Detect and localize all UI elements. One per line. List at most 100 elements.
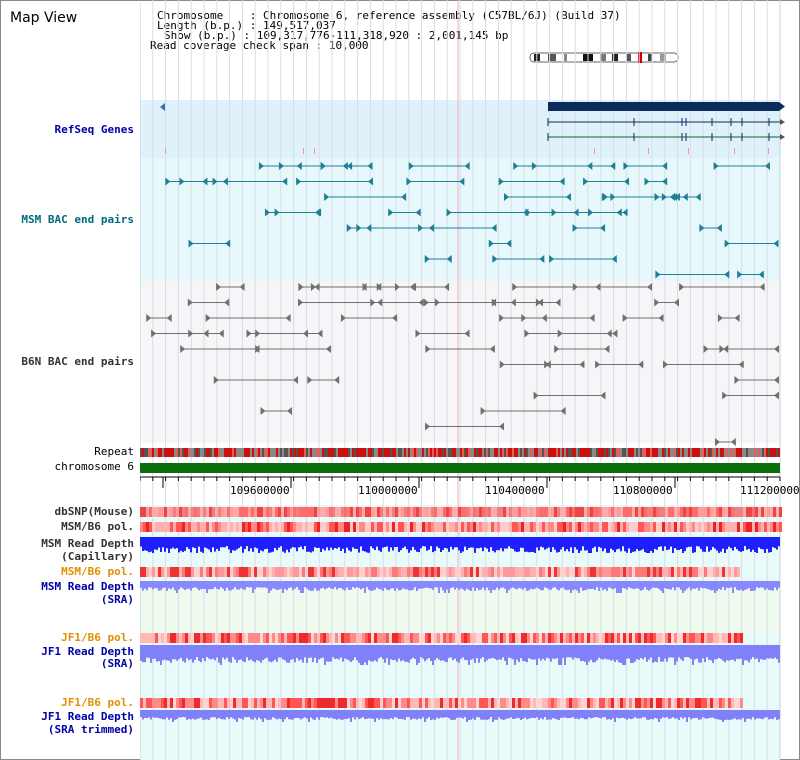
- pol-cell: [314, 522, 317, 532]
- pol-cell: [254, 633, 257, 643]
- depth-bar: [500, 581, 502, 588]
- depth-bar: [480, 645, 482, 659]
- pol-cell: [443, 567, 446, 577]
- pol-cell: [677, 698, 680, 708]
- depth-bar: [444, 537, 446, 548]
- depth-bar: [236, 645, 238, 663]
- depth-bar: [388, 537, 390, 552]
- repeat-cell: [654, 448, 656, 457]
- pol-cell: [512, 698, 515, 708]
- depth-bar: [522, 537, 524, 548]
- depth-bar: [616, 581, 618, 593]
- pol-cell: [536, 567, 539, 577]
- depth-bar: [164, 581, 166, 588]
- depth-bar: [328, 581, 330, 588]
- depth-bar: [730, 581, 732, 588]
- bac-end-marker: [724, 270, 730, 279]
- depth-bar: [394, 537, 396, 548]
- pol-cell: [539, 633, 542, 643]
- depth-bar: [260, 645, 262, 663]
- depth-bar: [700, 537, 702, 550]
- repeat-cell: [156, 448, 158, 457]
- pol-cell: [329, 633, 332, 643]
- repeat-cell: [546, 448, 548, 457]
- pol-cell: [221, 522, 224, 532]
- pol-cell: [194, 507, 197, 517]
- depth-bar: [320, 537, 322, 553]
- repeat-cell: [458, 448, 460, 457]
- depth-bar: [366, 581, 368, 588]
- depth-bar: [376, 537, 378, 547]
- depth-bar: [184, 537, 186, 551]
- position-axis: 109600000 110000000 110400000 110800000 …: [140, 476, 800, 497]
- pol-cell: [497, 633, 500, 643]
- pol-cell: [680, 698, 683, 708]
- pol-cell: [224, 522, 227, 532]
- depth-bar: [520, 645, 522, 659]
- pol-cell: [734, 507, 737, 517]
- depth-bar: [424, 581, 426, 589]
- depth-bar: [582, 581, 584, 591]
- depth-bar: [168, 710, 170, 720]
- depth-bar: [762, 645, 764, 660]
- repeat-cell: [558, 448, 560, 457]
- pol-cell: [263, 522, 266, 532]
- depth-bar: [738, 645, 740, 659]
- pol-cell: [521, 522, 524, 532]
- pol-cell: [341, 633, 344, 643]
- pol-cell: [518, 567, 521, 577]
- bac-end-marker: [662, 162, 668, 170]
- depth-bar: [532, 581, 534, 590]
- pol-cell: [548, 698, 551, 708]
- pol-cell: [218, 507, 221, 517]
- depth-bar: [556, 645, 558, 659]
- depth-bar: [246, 645, 248, 658]
- repeat-cell: [438, 448, 440, 457]
- pol-cell: [704, 522, 707, 532]
- repeat-cell: [742, 448, 744, 457]
- depth-bar: [602, 710, 604, 718]
- depth-bar: [568, 581, 570, 590]
- depth-bar: [774, 645, 776, 658]
- depth-bar: [696, 645, 698, 659]
- depth-bar: [550, 537, 552, 552]
- pol-cell: [758, 507, 761, 517]
- repeat-cell: [474, 448, 476, 457]
- pol-cell: [485, 507, 488, 517]
- depth-bar: [256, 581, 258, 588]
- depth-bar: [504, 537, 506, 549]
- depth-bar: [464, 537, 466, 547]
- pol-cell: [344, 633, 347, 643]
- pol-cell: [713, 522, 716, 532]
- pol-cell: [611, 522, 614, 532]
- depth-bar: [712, 581, 714, 591]
- depth-bar: [630, 537, 632, 553]
- depth-bar: [436, 581, 438, 588]
- depth-bar: [526, 645, 528, 663]
- depth-bar: [502, 581, 504, 588]
- pol-cell: [146, 522, 149, 532]
- depth-bar: [580, 710, 582, 718]
- depth-bar: [706, 537, 708, 547]
- depth-bar: [564, 645, 566, 665]
- pol-cell: [548, 522, 551, 532]
- pol-cell: [545, 507, 548, 517]
- pol-cell: [719, 507, 722, 517]
- depth-bar: [684, 581, 686, 591]
- pol-cell: [425, 698, 428, 708]
- pol-cell: [188, 633, 191, 643]
- depth-bar: [614, 710, 616, 722]
- pol-cell: [527, 522, 530, 532]
- pol-cell: [674, 507, 677, 517]
- depth-bar: [384, 537, 386, 548]
- depth-bar: [748, 537, 750, 549]
- depth-bar: [484, 645, 486, 662]
- depth-bar: [216, 645, 218, 658]
- depth-bar: [684, 710, 686, 718]
- pol-cell: [311, 522, 314, 532]
- depth-bar: [312, 710, 314, 720]
- depth-bar: [738, 710, 740, 720]
- depth-bar: [758, 537, 760, 548]
- depth-bar: [520, 710, 522, 720]
